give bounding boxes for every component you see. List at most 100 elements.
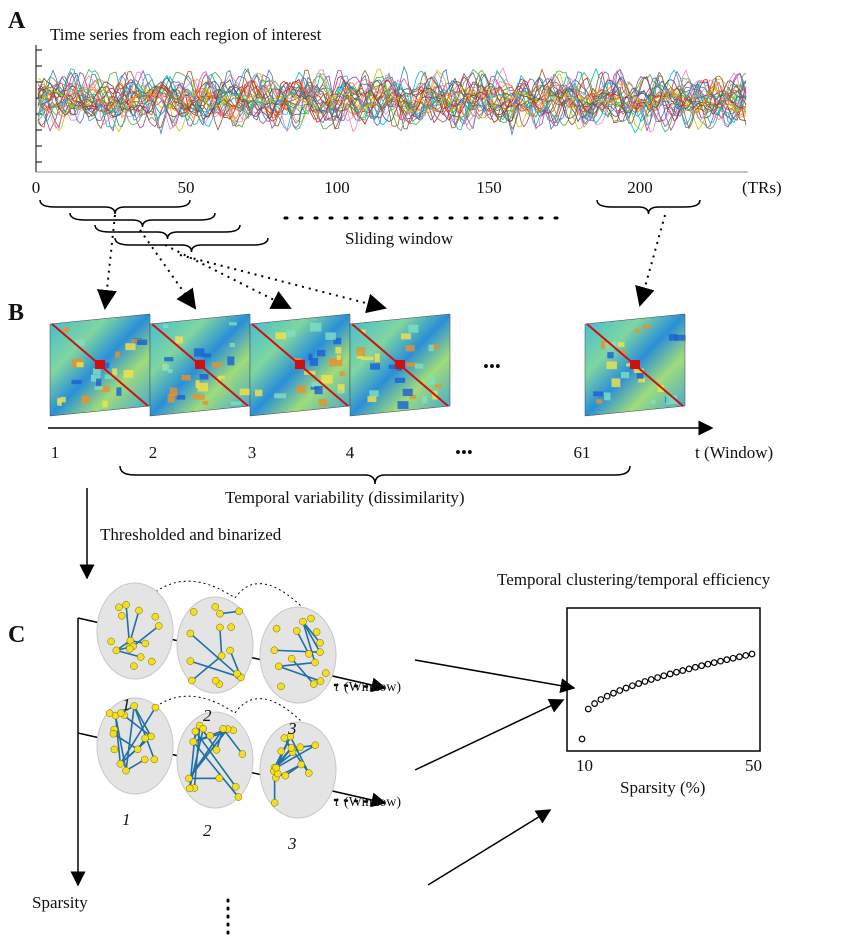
curve-point (693, 664, 699, 670)
matrix-cell (429, 345, 435, 352)
node (298, 761, 305, 768)
x-tick-label: 150 (476, 178, 502, 197)
curve-point (711, 660, 717, 666)
matrix-cell (240, 389, 251, 396)
node (207, 732, 214, 739)
node (142, 640, 149, 647)
matrix-cell (433, 344, 438, 349)
curve-point (623, 685, 629, 691)
node (288, 744, 295, 751)
matrix-cell (77, 362, 84, 367)
matrix-cell (212, 362, 222, 367)
brace (597, 200, 700, 214)
window-number: 2 (203, 706, 212, 725)
curve-point (718, 658, 724, 664)
node (186, 785, 193, 792)
node (322, 670, 329, 677)
node (213, 746, 220, 753)
node (317, 678, 324, 685)
node (271, 647, 278, 654)
plot-title: Temporal clustering/temporal efficiency (497, 570, 771, 589)
matrix-cell (398, 401, 409, 409)
matrix-cell (357, 347, 365, 356)
x-tick-label: 100 (324, 178, 350, 197)
matrix-cell (317, 350, 325, 356)
matrix-cell (310, 358, 319, 366)
node (232, 783, 239, 790)
node (135, 607, 142, 614)
curve-point (585, 706, 591, 712)
matrix-cell (96, 379, 101, 386)
matrix-cell (422, 396, 427, 403)
node (216, 610, 223, 617)
panel-title: Time series from each region of interest (50, 25, 322, 44)
matrix-cell (395, 378, 405, 383)
node (152, 613, 159, 620)
node (188, 677, 195, 684)
dotted-arrow (140, 230, 195, 308)
axis-label: t (Window) (695, 443, 773, 462)
matrix-cell (63, 327, 69, 332)
node (218, 652, 225, 659)
matrix-cell (102, 401, 107, 408)
panel-label: A (8, 8, 26, 34)
curve-point (617, 688, 623, 694)
arrow (415, 660, 574, 688)
matrix-cell (329, 358, 336, 366)
matrix-cell (72, 380, 82, 384)
curve-point (686, 666, 692, 672)
node (236, 608, 243, 615)
matrix-cell (229, 322, 237, 325)
matrix-cell (618, 342, 624, 347)
node (187, 630, 194, 637)
ellipsis: ••• (455, 443, 473, 462)
node (134, 746, 141, 753)
matrix-cell (403, 389, 413, 396)
curve-point (674, 669, 680, 675)
matrix-cell (406, 345, 415, 351)
node (113, 647, 120, 654)
center (95, 360, 105, 369)
brace (40, 200, 190, 214)
arrow-label: Thresholded and binarized (100, 525, 282, 544)
node (190, 738, 197, 745)
matrix-cell (57, 398, 62, 406)
brace-label: Temporal variability (dissimilarity) (225, 488, 465, 507)
node (126, 645, 133, 652)
matrix-cell (93, 368, 101, 374)
matrix-cell (367, 396, 376, 402)
matrix-cell (337, 355, 341, 360)
matrix-cell (340, 371, 345, 376)
node (137, 654, 144, 661)
t-label: t (335, 795, 340, 810)
node (216, 775, 223, 782)
node (271, 799, 278, 806)
brain (177, 712, 253, 808)
node (106, 710, 113, 717)
matrix-cell (104, 363, 109, 369)
matrix-cell (81, 396, 90, 404)
matrix-cell (314, 386, 322, 394)
x-tick-label: 50 (178, 178, 195, 197)
curve-point (743, 653, 749, 659)
curve-point (749, 651, 755, 657)
matrix-cell (593, 391, 603, 396)
matrix-cell (596, 399, 602, 404)
window-number: 2 (149, 443, 158, 462)
node (216, 624, 223, 631)
arrow (428, 810, 550, 885)
matrix-cell (231, 402, 241, 406)
matrix-cell (287, 330, 296, 337)
node (130, 663, 137, 670)
dotted-arrow (180, 255, 385, 308)
node (115, 604, 122, 611)
matrix-cell (202, 401, 208, 405)
node (273, 625, 280, 632)
node (311, 659, 318, 666)
x-tick-label: 0 (32, 178, 41, 197)
node (288, 655, 295, 662)
brace (120, 466, 630, 484)
curve-point (680, 668, 686, 674)
matrix-cell (321, 375, 333, 384)
matrix-cell (94, 386, 102, 389)
